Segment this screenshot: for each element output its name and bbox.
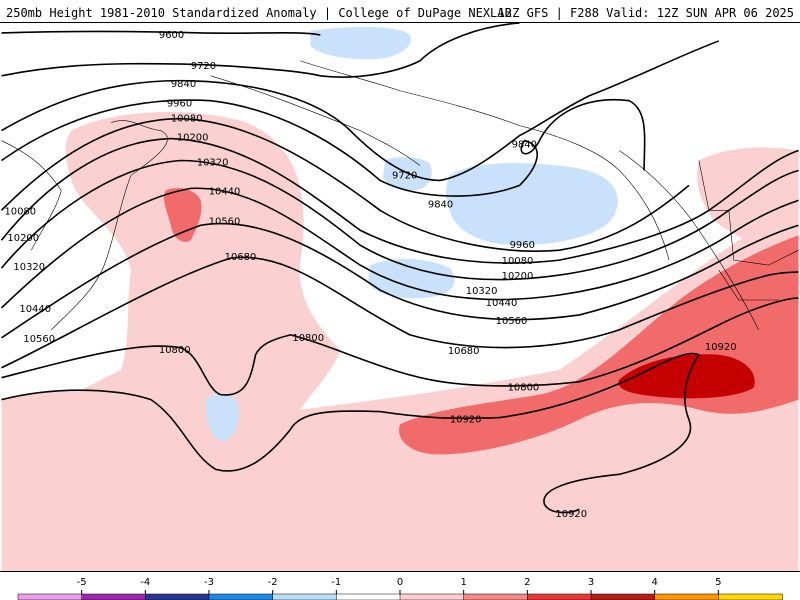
colorbar-tick-label: -1 — [331, 577, 341, 588]
contour-label: 9600 — [159, 30, 184, 41]
contour-label: 10320 — [466, 286, 498, 297]
contour-label: 10920 — [705, 342, 737, 353]
contour-label: 10680 — [448, 346, 480, 357]
contour-label: 10200 — [177, 133, 209, 144]
contour-label: 10680 — [225, 252, 257, 263]
map-title: 250mb Height 1981-2010 Standardized Anom… — [6, 6, 512, 20]
colorbar-segment — [17, 593, 83, 600]
contour-label: 10920 — [450, 415, 482, 426]
colorbar-tick-label: 2 — [524, 577, 530, 588]
contour-label: 10200 — [7, 233, 39, 244]
colorbar-segment — [718, 593, 783, 600]
negative-anomaly-south — [205, 393, 240, 442]
colorbar-segment — [654, 593, 720, 600]
contour-label: 10200 — [502, 271, 534, 282]
colorbar-tick-label: 0 — [397, 577, 403, 588]
colorbar-tick-label: 4 — [651, 577, 657, 588]
positive-anomaly-south — [1, 215, 799, 571]
colorbar-segment — [336, 593, 401, 600]
colorbar-tick-label: -2 — [268, 577, 278, 588]
strong-positive-anomaly — [618, 354, 755, 399]
contour-label: 10440 — [19, 304, 51, 315]
contour-label: 10560 — [23, 334, 55, 345]
colorbar-tick-label: -5 — [77, 577, 87, 588]
height-anomaly-map: 9600 9720 9840 9840 9720 9960 9840 10080… — [0, 22, 800, 572]
negative-anomaly-gulf — [446, 163, 618, 246]
colorbar-segment — [463, 593, 529, 600]
contour-label: 9840 — [428, 199, 453, 210]
contour-label: 10800 — [292, 333, 324, 344]
contour-label: 9840 — [512, 140, 537, 151]
contour-labels: 9600 9720 9840 9840 9720 9960 9840 10080… — [4, 30, 736, 520]
colorbar-fills — [17, 593, 783, 600]
colorbar-segment — [527, 593, 592, 600]
contour-label: 10920 — [555, 509, 587, 520]
contour-label: 10080 — [171, 114, 203, 125]
colorbar-tick-label: 5 — [715, 577, 721, 588]
contour-label: 10080 — [4, 206, 36, 217]
contour-label: 10080 — [502, 256, 534, 267]
colorbar-segment — [145, 593, 210, 600]
colorbar-tick-label: 3 — [588, 577, 594, 588]
contour-label: 10560 — [496, 316, 528, 327]
contour-label: 10800 — [159, 345, 191, 356]
medium-anomaly-band — [399, 235, 799, 455]
colorbar-segment — [399, 593, 465, 600]
contour-label: 9720 — [191, 61, 216, 72]
contour-label: 10560 — [209, 216, 241, 227]
colorbar-tick-label: -4 — [140, 577, 150, 588]
contour-label: 10320 — [13, 262, 45, 273]
negative-anomaly-central — [368, 258, 455, 299]
negative-anomaly-north — [310, 26, 411, 60]
contour-label: 9960 — [167, 99, 192, 110]
anomaly-colorbar: -5 -4 -3 -2 -1 0 1 2 3 4 5 — [17, 577, 783, 600]
colorbar-ticks: -5 -4 -3 -2 -1 0 1 2 3 4 5 — [77, 577, 722, 594]
positive-anomaly-east — [697, 147, 799, 261]
contour-label: 9960 — [510, 240, 535, 251]
contour-label: 10440 — [209, 186, 241, 197]
model-valid-time: 12Z GFS | F288 Valid: 12Z SUN APR 06 202… — [497, 6, 794, 20]
colorbar-tick-label: 1 — [460, 577, 466, 588]
colorbar-segment — [208, 593, 274, 600]
anomaly-shading — [1, 26, 799, 571]
colorbar-tick-label: -3 — [204, 577, 214, 588]
contour-label: 10800 — [508, 383, 540, 394]
contour-label: 10320 — [197, 157, 229, 168]
coastlines — [1, 60, 799, 331]
height-contours — [0, 23, 799, 514]
contour-label: 9720 — [392, 170, 417, 181]
contour-label: 9840 — [171, 79, 196, 90]
contour-label: 10440 — [486, 298, 518, 309]
colorbar-segment — [81, 593, 147, 600]
colorbar-segment — [590, 593, 656, 600]
colorbar-segment — [272, 593, 338, 600]
